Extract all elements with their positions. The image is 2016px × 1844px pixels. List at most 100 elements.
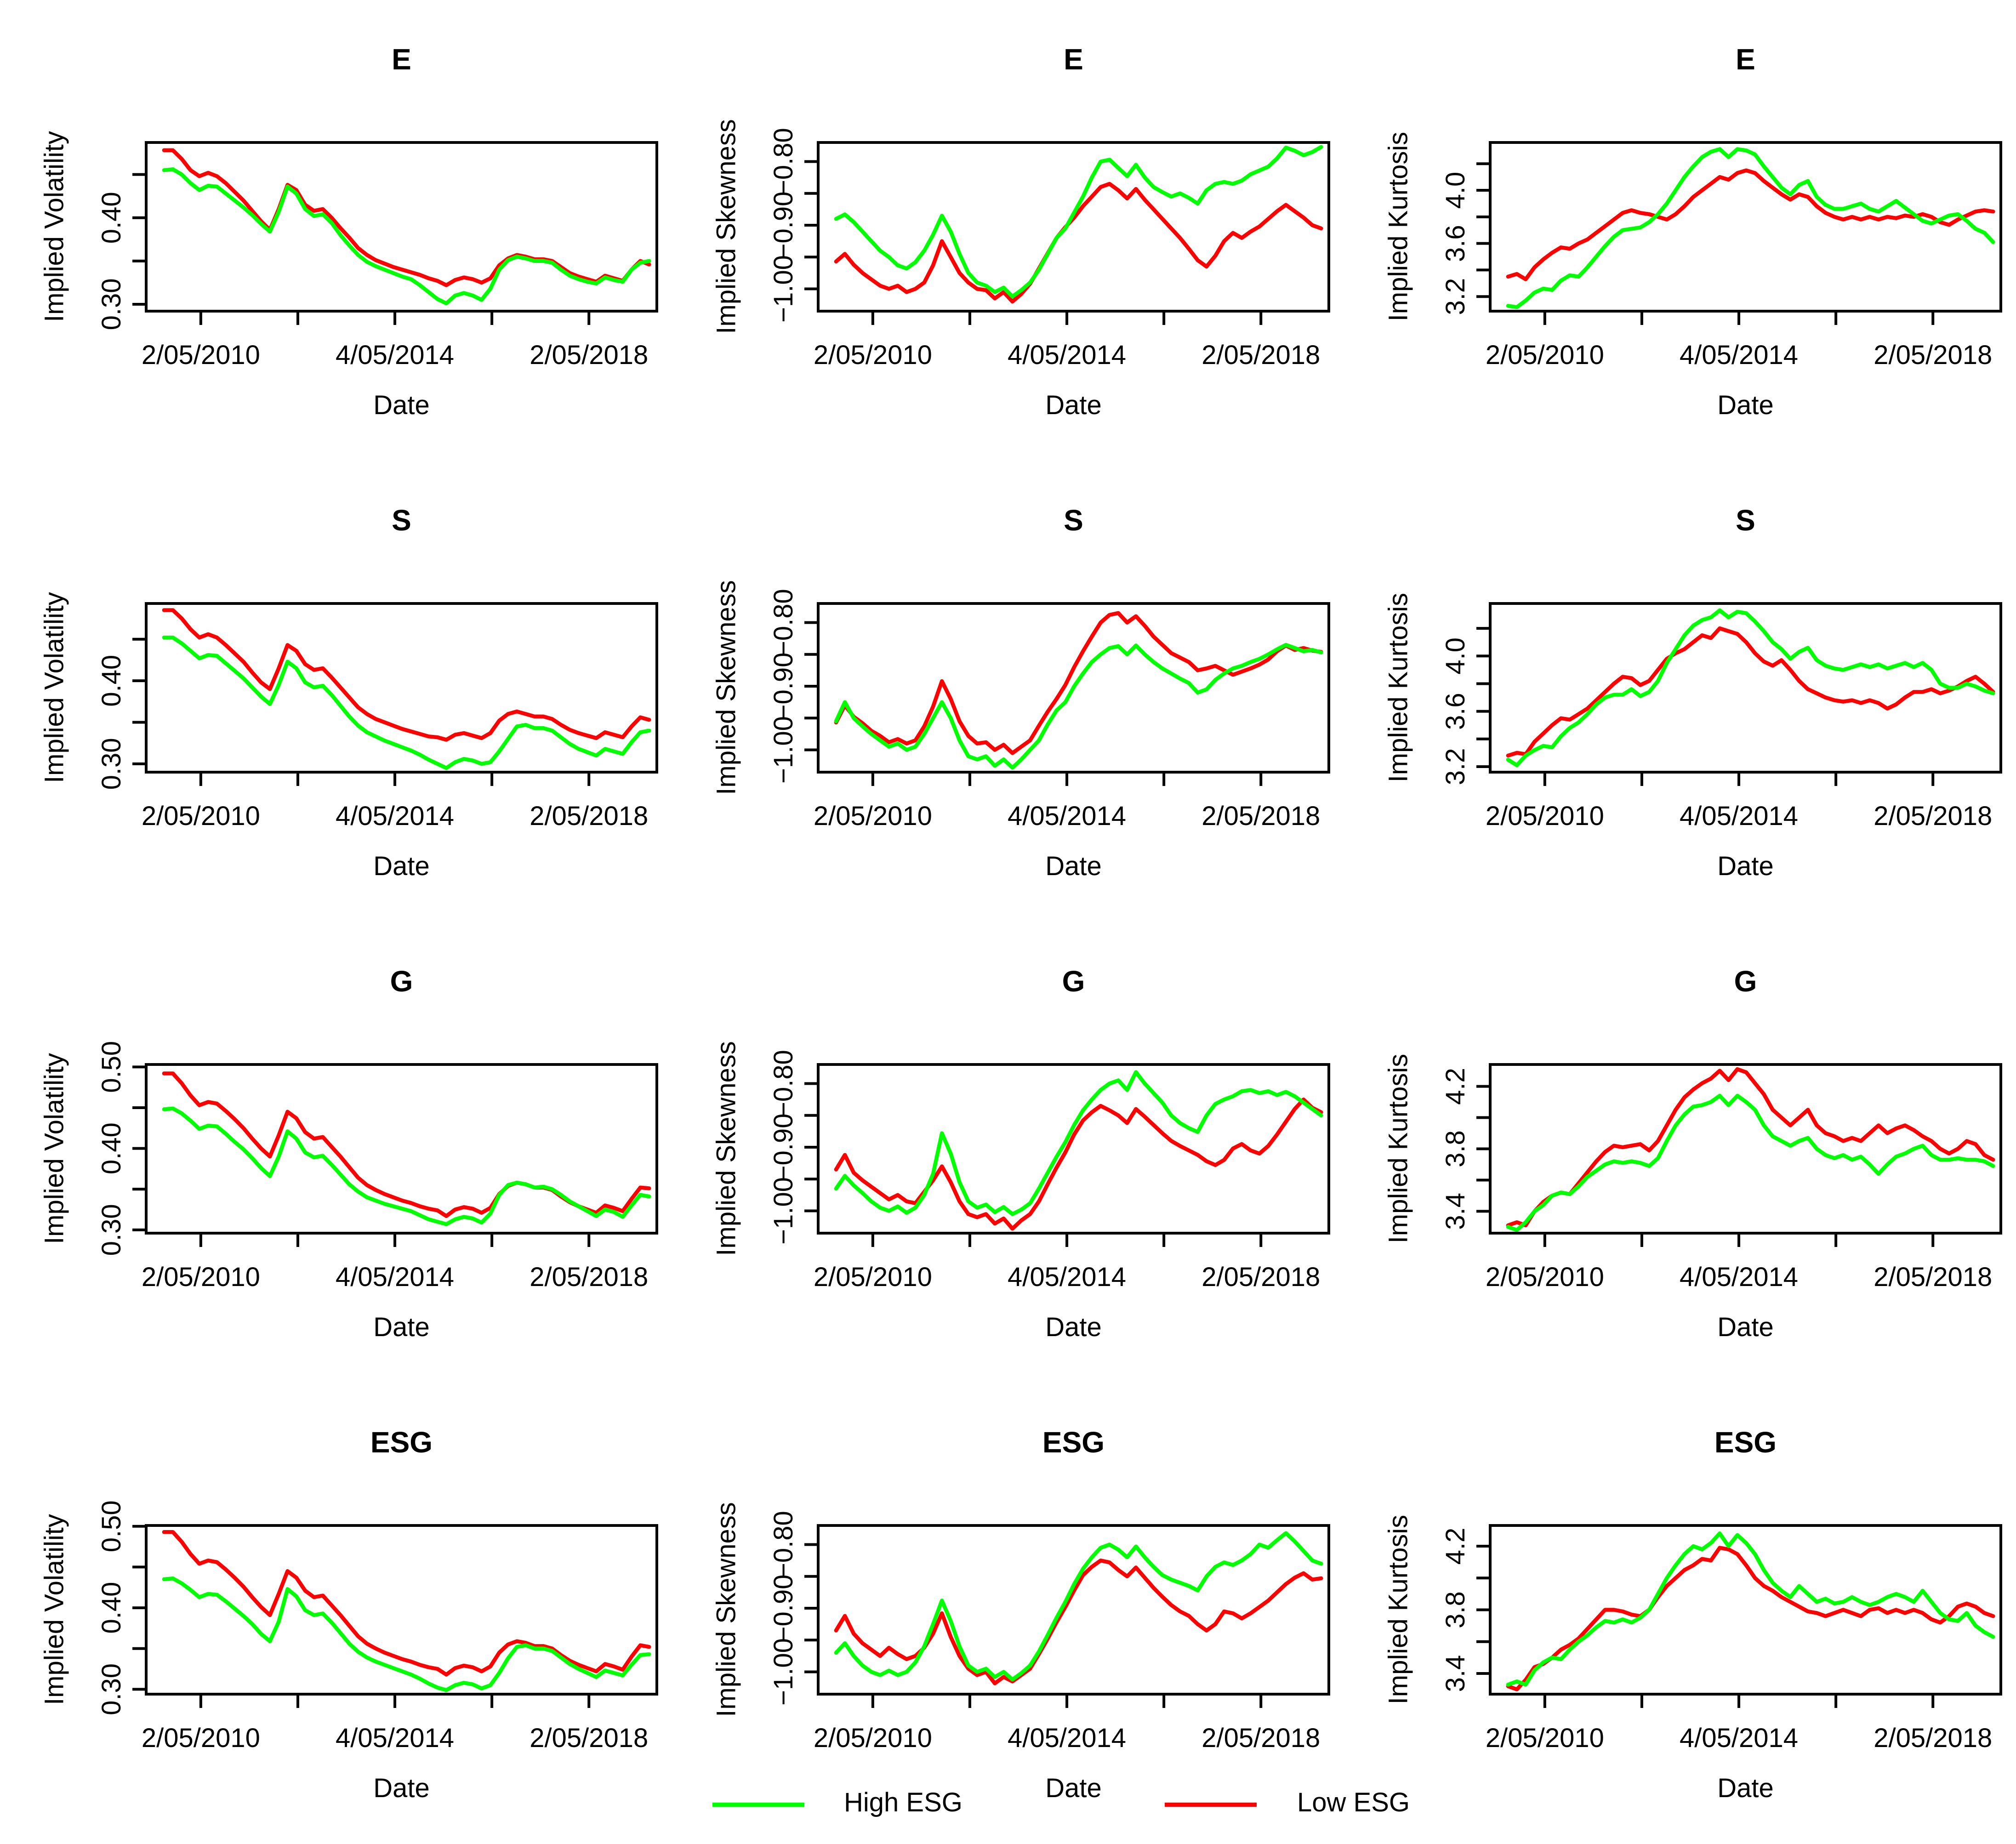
svg-text:2/05/2010: 2/05/2010 [142,801,260,831]
svg-text:2/05/2010: 2/05/2010 [1486,801,1604,831]
svg-text:−1.00: −1.00 [769,255,798,323]
x-axis-label: Date [1045,1773,1102,1803]
svg-text:4/05/2014: 4/05/2014 [1008,1262,1126,1292]
svg-text:3.4: 3.4 [1441,1655,1470,1692]
svg-text:4.0: 4.0 [1441,637,1470,675]
panel-g-implied-skewness: G Implied Skewness −1.00 −0.90 −0.80 2/05/2… [672,922,1344,1383]
plot-area: 3.2 3.6 4.0 2/05/2010 4/05/2014 2/05/2018 [1441,602,2002,831]
svg-text:2/05/2010: 2/05/2010 [142,1723,260,1753]
svg-text:3.2: 3.2 [1441,748,1470,785]
panel-title: S [1064,504,1083,537]
x-axis-label: Date [1045,390,1102,420]
plot-area: −1.00−0.90−0.80 2/05/2010 4/05/2014 2/05/20… [769,1511,1330,1753]
panel-e-implied-skewness: E Implied Skewness −1.00 −0.90 −0.80 2/05/2… [672,0,1344,461]
svg-text:0.50: 0.50 [97,1041,126,1093]
svg-text:−0.80: −0.80 [769,1511,798,1578]
svg-text:2/05/2018: 2/05/2018 [530,1723,648,1753]
svg-text:4/05/2014: 4/05/2014 [1680,1723,1798,1753]
svg-text:3.4: 3.4 [1441,1193,1470,1230]
x-axis-label: Date [1717,1773,1774,1803]
panel-title: E [392,43,411,76]
svg-text:4/05/2014: 4/05/2014 [1680,340,1798,370]
panel-title: G [390,965,413,998]
high-esg-line-swatch [712,1803,804,1807]
svg-text:0.40: 0.40 [97,1582,126,1634]
plot-area: 0.30 0.40 2/05/2010 4/05/2014 2/05/2018 [97,141,658,370]
svg-text:3.6: 3.6 [1441,693,1470,730]
svg-text:0.40: 0.40 [97,1122,126,1174]
svg-text:4/05/2014: 4/05/2014 [336,340,454,370]
svg-text:4.2: 4.2 [1441,1068,1470,1105]
svg-text:3.8: 3.8 [1441,1130,1470,1167]
svg-text:−0.80: −0.80 [769,589,798,656]
x-axis-label: Date [1717,1312,1774,1342]
svg-text:2/05/2018: 2/05/2018 [1874,1262,1992,1292]
x-axis-label: Date [373,851,430,881]
x-axis-label: Date [1045,1312,1102,1342]
svg-text:2/05/2010: 2/05/2010 [814,340,932,370]
panel-title: S [392,504,411,537]
svg-text:4/05/2014: 4/05/2014 [336,801,454,831]
low-esg-line-swatch [1165,1803,1257,1807]
svg-text:−0.90: −0.90 [769,653,798,720]
svg-text:2/05/2018: 2/05/2018 [1202,1262,1320,1292]
svg-text:4/05/2014: 4/05/2014 [336,1723,454,1753]
x-axis-label: Date [373,390,430,420]
svg-text:2/05/2018: 2/05/2018 [1202,801,1320,831]
svg-text:2/05/2018: 2/05/2018 [530,801,648,831]
svg-text:−0.80: −0.80 [769,128,798,195]
panel-title: E [1064,43,1083,76]
panel-title: E [1736,43,1755,76]
svg-text:−0.80: −0.80 [769,1050,798,1117]
svg-text:3.2: 3.2 [1441,278,1470,315]
svg-text:−0.90: −0.90 [769,1114,798,1181]
panel-esg-implied-volatility: ESG Implied Volatility 0.30 0.40 0.50 2/05/… [0,1383,672,1844]
svg-text:4/05/2014: 4/05/2014 [1008,340,1126,370]
svg-text:2/05/2010: 2/05/2010 [142,340,260,370]
svg-text:4.0: 4.0 [1441,172,1470,209]
svg-text:−0.90: −0.90 [769,1575,798,1642]
low-esg-legend-label: Low ESG [1297,1787,1410,1817]
svg-text:2/05/2010: 2/05/2010 [1486,340,1604,370]
svg-text:0.40: 0.40 [97,655,126,707]
x-axis-label: Date [373,1773,430,1803]
svg-text:0.40: 0.40 [97,192,126,244]
svg-text:2/05/2018: 2/05/2018 [1874,801,1992,831]
svg-text:2/05/2010: 2/05/2010 [142,1262,260,1292]
panel-title: ESG [1714,1426,1777,1459]
panel-title: ESG [1042,1426,1105,1459]
svg-text:4/05/2014: 4/05/2014 [1680,1262,1798,1292]
plot-area: 3.4 3.8 4.2 2/05/2010 4/05/2014 2/05/2018 [1441,1524,2002,1753]
svg-text:4.2: 4.2 [1441,1528,1470,1565]
svg-text:0.30: 0.30 [97,738,126,790]
svg-text:4/05/2014: 4/05/2014 [1008,801,1126,831]
panel-title: S [1736,504,1755,537]
plot-area: 3.4 3.8 4.2 2/05/2010 4/05/2014 2/05/2018 [1441,1063,2002,1292]
svg-text:2/05/2018: 2/05/2018 [1202,340,1320,370]
svg-text:3.6: 3.6 [1441,225,1470,262]
panel-g-implied-kurtosis: G Implied Kurtosis 3.4 3.8 4.2 2/05/2010 4/0… [1344,922,2016,1383]
panel-s-implied-volatility: S Implied Volatility 0.30 0.40 2/05/2010 4/… [0,461,672,922]
svg-text:2/05/2018: 2/05/2018 [530,340,648,370]
plot-area: 0.30 0.40 0.50 2/05/2010 4/05/2014 2/05/2018 [97,1041,658,1292]
svg-text:0.30: 0.30 [97,1663,126,1715]
panel-title: G [1062,965,1085,998]
svg-text:−1.00: −1.00 [769,716,798,784]
plot-area: −1.00−0.90−0.80 2/05/2010 4/05/2014 2/05/20… [769,128,1330,370]
plot-area: 3.2 3.6 4.0 2/05/2010 4/05/2014 2/05/2018 [1441,141,2002,370]
x-axis-label: Date [1717,390,1774,420]
panel-g-implied-volatility: G Implied Volatility 0.30 0.40 0.50 2/05/20… [0,922,672,1383]
svg-text:2/05/2018: 2/05/2018 [1874,1723,1992,1753]
high-esg-legend-label: High ESG [844,1787,962,1817]
panel-e-implied-kurtosis: E Implied Kurtosis 3.2 3.6 4.0 2/05/2010 4/0… [1344,0,2016,461]
figure-legend: High ESG Low ESG [0,1787,2016,1828]
svg-text:0.30: 0.30 [97,278,126,330]
plot-area: 0.30 0.40 0.50 2/05/2010 4/05/2014 2/05/2018 [97,1500,658,1753]
svg-text:2/05/2010: 2/05/2010 [1486,1723,1604,1753]
svg-text:−1.00: −1.00 [769,1638,798,1706]
x-axis-label: Date [373,1312,430,1342]
svg-text:2/05/2010: 2/05/2010 [814,1723,932,1753]
svg-text:4/05/2014: 4/05/2014 [1680,801,1798,831]
x-axis-label: Date [1045,851,1102,881]
plot-area: 0.30 0.40 2/05/2010 4/05/2014 2/05/2018 [97,602,658,831]
